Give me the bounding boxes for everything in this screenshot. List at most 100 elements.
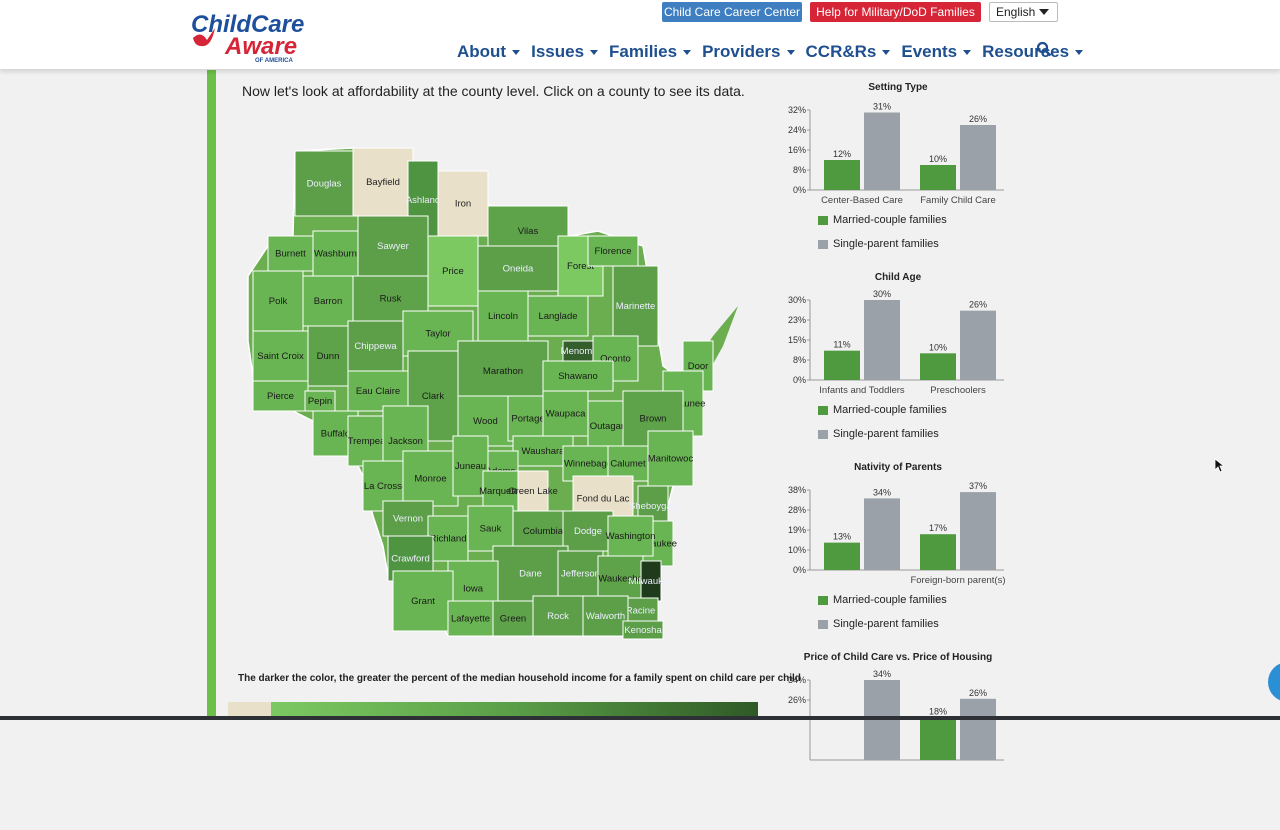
county-shape[interactable] [612, 265, 659, 347]
county-iron[interactable]: Iron [437, 170, 489, 237]
county-washington[interactable]: Washington [606, 515, 656, 557]
county-washburn[interactable]: Washburn [312, 230, 359, 277]
nav-ccrrs[interactable]: CCR&Rs [806, 41, 891, 63]
county-dunn[interactable]: Dunn [307, 325, 349, 387]
county-lincoln[interactable]: Lincoln [477, 290, 529, 342]
nav-resources[interactable]: Resources [982, 41, 1084, 63]
county-shape[interactable] [492, 600, 534, 637]
county-calumet[interactable]: Calumet [607, 445, 649, 482]
county-saint-croix[interactable]: Saint Croix [252, 330, 309, 382]
bar[interactable] [864, 112, 900, 191]
county-shape[interactable] [517, 470, 549, 512]
bar[interactable] [864, 300, 900, 380]
county-shape[interactable] [437, 170, 489, 237]
county-shape[interactable] [427, 515, 469, 562]
county-shape[interactable] [457, 340, 549, 402]
county-shape[interactable] [294, 150, 354, 217]
county-grant[interactable]: Grant [392, 570, 454, 632]
bar[interactable] [960, 125, 996, 190]
chat-widget-button[interactable] [1268, 662, 1280, 702]
county-shape[interactable] [312, 230, 359, 277]
bar[interactable] [824, 542, 860, 570]
bar[interactable] [864, 680, 900, 760]
county-bayfield[interactable]: Bayfield [352, 147, 414, 217]
county-jefferson[interactable]: Jefferson [557, 550, 604, 597]
county-portage[interactable]: Portage [507, 395, 549, 442]
county-dane[interactable]: Dane [492, 545, 569, 602]
county-shape[interactable] [427, 235, 479, 307]
county-langlade[interactable]: Langlade [527, 295, 589, 337]
county-pepin[interactable]: Pepin [304, 390, 336, 412]
county-shape[interactable] [607, 445, 649, 482]
county-marinette[interactable]: Marinette [612, 265, 659, 347]
wisconsin-county-map[interactable]: Douglas Bayfield Ashland Iron Vilas Burnett Wa… [243, 106, 743, 641]
county-manitowoc[interactable]: Manitowoc [647, 430, 694, 487]
childcare-aware-logo[interactable]: ChildCare Aware OF AMERICA [189, 4, 304, 64]
military-families-button[interactable]: Help for Military/DoD Families [810, 2, 981, 22]
county-shape[interactable] [357, 215, 429, 277]
county-monroe[interactable]: Monroe [402, 450, 459, 507]
nav-about[interactable]: About [457, 41, 521, 63]
county-shape[interactable] [507, 395, 549, 442]
county-pierce[interactable]: Pierce [252, 380, 309, 412]
bar[interactable] [824, 350, 860, 380]
bar[interactable] [920, 165, 956, 190]
county-florence[interactable]: Florence [587, 235, 639, 267]
county-douglas[interactable]: Douglas [294, 150, 354, 217]
nav-providers[interactable]: Providers [702, 41, 795, 63]
county-burnett[interactable]: Burnett [267, 235, 314, 272]
county-oneida[interactable]: Oneida [477, 245, 559, 292]
county-green[interactable]: Green [492, 600, 534, 637]
search-icon[interactable] [1036, 41, 1052, 57]
county-walworth[interactable]: Walworth [582, 595, 629, 637]
bar[interactable] [920, 717, 956, 760]
county-shape[interactable] [307, 325, 349, 387]
county-shape[interactable] [352, 147, 414, 217]
county-richland[interactable]: Richland [427, 515, 469, 562]
county-shape[interactable] [402, 450, 459, 507]
county-waupaca[interactable]: Waupaca [542, 390, 589, 437]
county-shape[interactable] [267, 235, 314, 272]
county-kenosha[interactable]: Kenosha [622, 620, 664, 640]
child-care-career-center-button[interactable]: Child Care Career Center [662, 2, 802, 22]
nav-families[interactable]: Families [609, 41, 692, 63]
bar[interactable] [960, 310, 996, 380]
county-rock[interactable]: Rock [532, 595, 584, 637]
county-shape[interactable] [252, 270, 304, 332]
county-shape[interactable] [527, 295, 589, 337]
bar[interactable] [960, 698, 996, 760]
county-shape[interactable] [452, 435, 489, 497]
county-vernon[interactable]: Vernon [382, 500, 434, 537]
county-shape[interactable] [477, 290, 529, 342]
county-shape[interactable] [582, 595, 629, 637]
county-shape[interactable] [622, 620, 664, 640]
county-shape[interactable] [252, 380, 309, 412]
county-eau-claire[interactable]: Eau Claire [347, 370, 409, 412]
county-shape[interactable] [447, 600, 494, 637]
county-chippewa[interactable]: Chippewa [347, 320, 404, 372]
nav-events[interactable]: Events [901, 41, 972, 63]
county-shawano[interactable]: Shawano [542, 360, 614, 392]
county-lafayette[interactable]: Lafayette [447, 600, 494, 637]
bar[interactable] [960, 492, 996, 570]
county-shape[interactable] [542, 360, 614, 392]
county-price[interactable]: Price [427, 235, 479, 307]
bar[interactable] [920, 534, 956, 570]
bar[interactable] [824, 160, 860, 190]
county-barron[interactable]: Barron [302, 275, 354, 327]
county-green-lake[interactable]: Green Lake [508, 470, 558, 512]
county-shape[interactable] [467, 505, 514, 552]
county-shape[interactable] [347, 370, 409, 412]
bar[interactable] [864, 498, 900, 570]
language-select[interactable]: English [989, 2, 1058, 22]
county-polk[interactable]: Polk [252, 270, 304, 332]
nav-issues[interactable]: Issues [531, 41, 599, 63]
county-shape[interactable] [347, 320, 404, 372]
county-marathon[interactable]: Marathon [457, 340, 549, 402]
county-shape[interactable] [532, 595, 584, 637]
county-shape[interactable] [492, 545, 569, 602]
county-sauk[interactable]: Sauk [467, 505, 514, 552]
county-juneau[interactable]: Juneau [452, 435, 489, 497]
county-sawyer[interactable]: Sawyer [357, 215, 429, 277]
bar[interactable] [920, 353, 956, 380]
